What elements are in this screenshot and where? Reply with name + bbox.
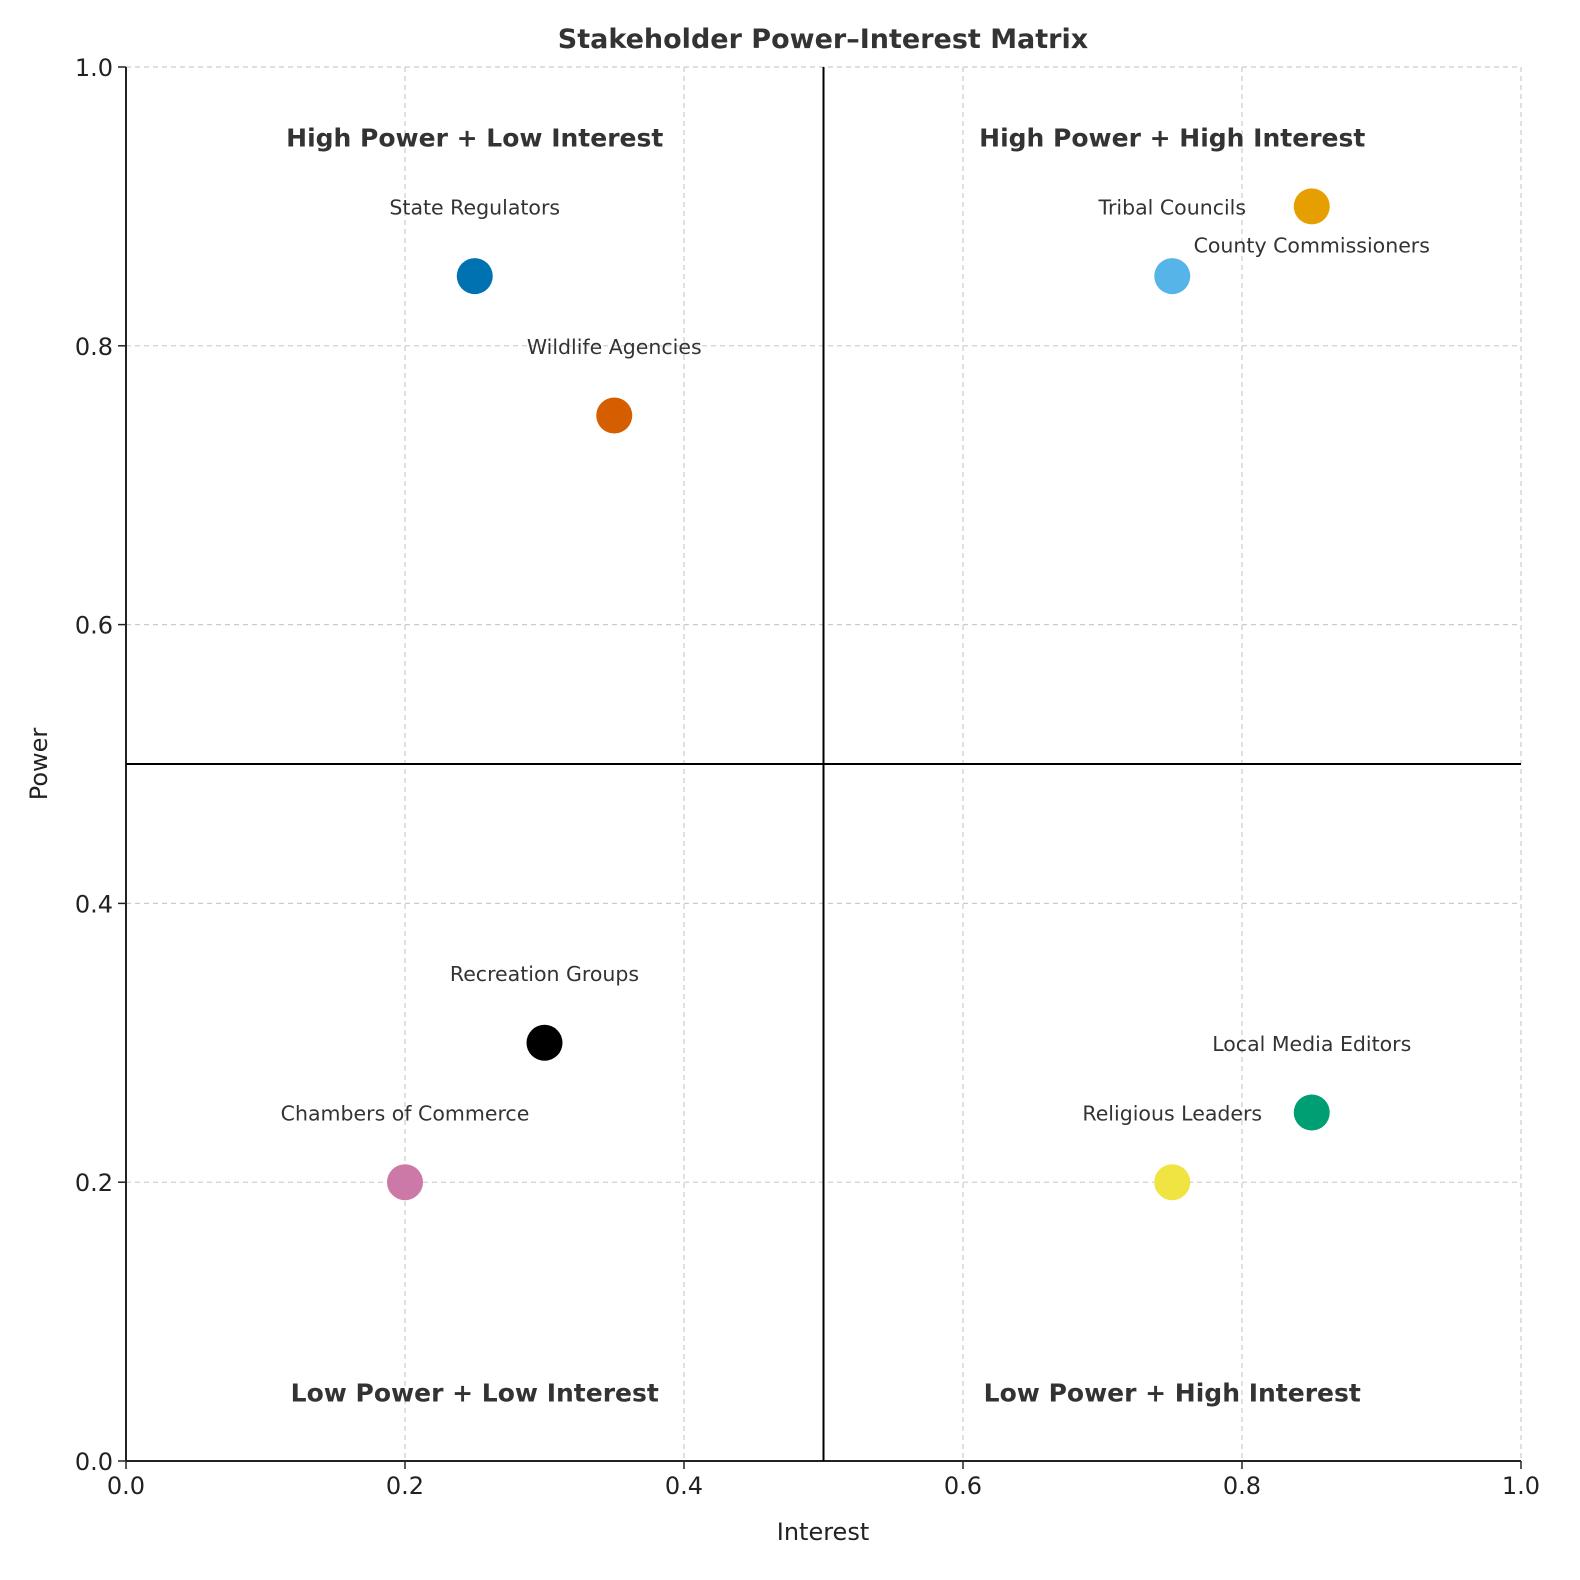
point-label: Religious Leaders [1082, 1102, 1262, 1126]
quadrant-label: High Power + Low Interest [286, 124, 663, 153]
point-label: State Regulators [389, 195, 560, 219]
quadrant-label: High Power + High Interest [979, 124, 1365, 153]
chart-title: Stakeholder Power–Interest Matrix [558, 24, 1088, 55]
y-tick-label: 0.0 [75, 1448, 113, 1476]
x-tick-label: 0.0 [107, 1472, 145, 1500]
quadrant-label: Low Power + High Interest [984, 1378, 1361, 1407]
data-point [596, 397, 633, 434]
x-tick-label: 0.2 [386, 1472, 424, 1500]
point-label: Tribal Councils [1097, 195, 1246, 219]
y-tick-label: 0.8 [75, 333, 113, 361]
x-tick-label: 0.6 [944, 1472, 982, 1500]
y-tick-label: 0.4 [75, 890, 113, 918]
data-point [387, 1164, 423, 1201]
data-point [1293, 1094, 1330, 1131]
x-tick-label: 0.8 [1223, 1472, 1261, 1500]
data-point [1293, 188, 1330, 225]
data-point [526, 1024, 563, 1061]
point-label: Chambers of Commerce [281, 1102, 530, 1126]
point-label: Recreation Groups [450, 962, 639, 986]
x-tick-label: 0.4 [665, 1472, 703, 1500]
x-axis-label: Interest [777, 1518, 869, 1546]
point-label: Local Media Editors [1212, 1032, 1411, 1056]
y-tick-label: 0.6 [75, 612, 113, 640]
data-point [456, 258, 493, 295]
y-tick-label: 1.0 [75, 54, 113, 82]
data-point [1154, 1164, 1191, 1201]
y-axis-label: Power [25, 728, 53, 801]
point-label: County Commissioners [1194, 233, 1430, 257]
data-point [1154, 258, 1191, 295]
quadrant-label: Low Power + Low Interest [291, 1378, 659, 1407]
point-label: Wildlife Agencies [527, 335, 702, 359]
y-tick-label: 0.2 [75, 1169, 113, 1197]
x-tick-label: 1.0 [1502, 1472, 1540, 1500]
